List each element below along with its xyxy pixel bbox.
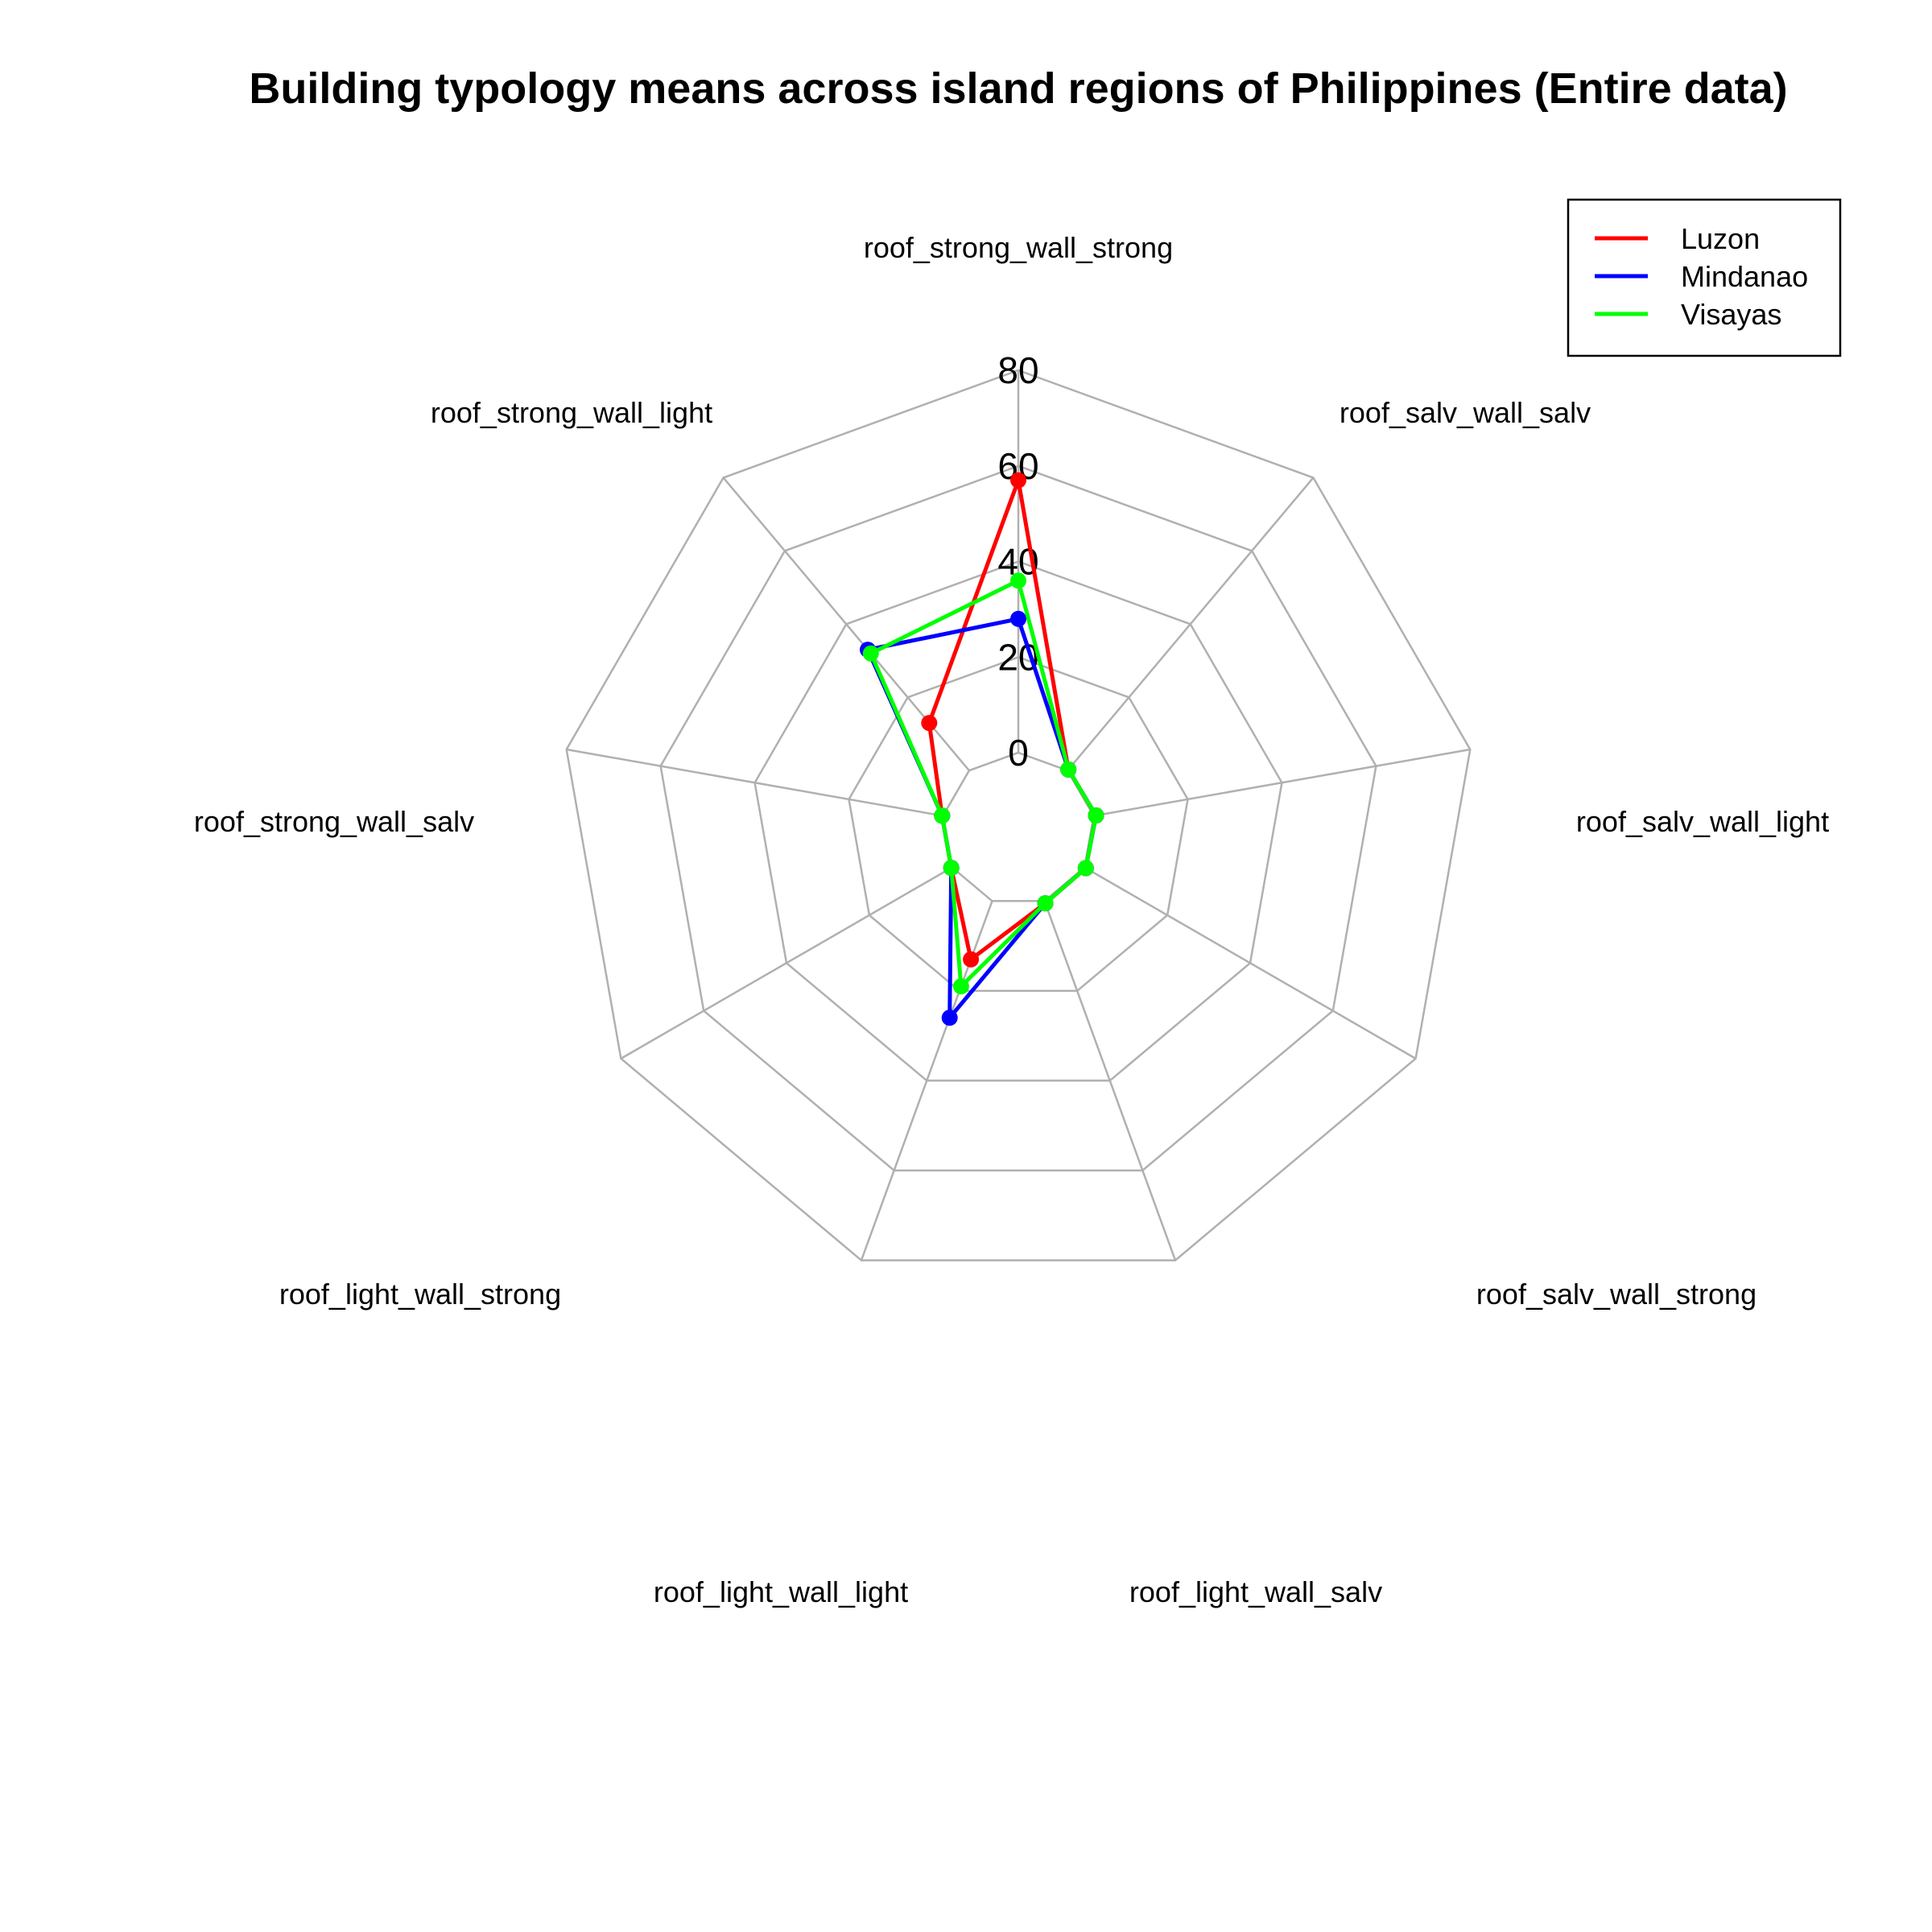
axis-label: roof_strong_wall_strong <box>864 231 1173 264</box>
series-line <box>869 578 1098 989</box>
series-visayas <box>862 572 1104 995</box>
tick-label: 0 <box>1008 732 1029 774</box>
legend-label: Visayas <box>1681 298 1781 331</box>
grid-ring <box>659 464 1377 1172</box>
axis-label: roof_strong_wall_salv <box>194 805 474 838</box>
tick-label: 80 <box>997 349 1038 391</box>
data-point <box>941 1009 958 1026</box>
data-point <box>921 715 938 732</box>
legend-label: Luzon <box>1681 222 1760 255</box>
axis-label: roof_light_wall_light <box>654 1575 908 1608</box>
axis-label: roof_light_wall_salv <box>1129 1575 1382 1608</box>
axis-label: roof_strong_wall_light <box>431 396 712 429</box>
grid-spoke <box>1067 477 1315 772</box>
grid-spoke <box>1093 748 1471 817</box>
data-point <box>952 978 969 995</box>
series-line <box>865 617 1098 1020</box>
data-point <box>934 807 951 824</box>
data-point <box>1077 860 1094 877</box>
axis-label: roof_salv_wall_salv <box>1340 396 1591 429</box>
legend: Luzon Mindanao Visayas <box>1567 198 1842 357</box>
data-point <box>1037 895 1054 912</box>
axis-label: roof_salv_wall_light <box>1576 805 1829 838</box>
radar-grid <box>565 369 1472 1261</box>
data-point <box>1010 472 1026 489</box>
data-point <box>862 645 879 662</box>
grid-spoke <box>620 866 953 1060</box>
chart-title: Building typology means across island re… <box>249 64 1787 113</box>
data-point <box>943 860 960 877</box>
data-point <box>963 951 980 968</box>
data-point <box>1010 610 1026 627</box>
grid-spoke <box>566 748 943 817</box>
grid-ring <box>565 369 1472 1261</box>
grid-ring <box>848 655 1189 993</box>
legend-label: Mindanao <box>1681 260 1808 293</box>
data-point <box>1060 761 1077 778</box>
grid-spoke <box>1043 900 1177 1261</box>
series-layer <box>860 472 1104 1026</box>
data-point <box>1088 807 1104 824</box>
axis-label: roof_light_wall_strong <box>279 1278 561 1311</box>
grid-spoke <box>1084 866 1417 1060</box>
grid-ring <box>753 560 1283 1082</box>
data-point <box>1010 572 1026 589</box>
axis-label: roof_salv_wall_strong <box>1476 1278 1757 1311</box>
axis-labels: roof_strong_wall_strong roof_salv_wall_sa… <box>194 231 1829 1608</box>
